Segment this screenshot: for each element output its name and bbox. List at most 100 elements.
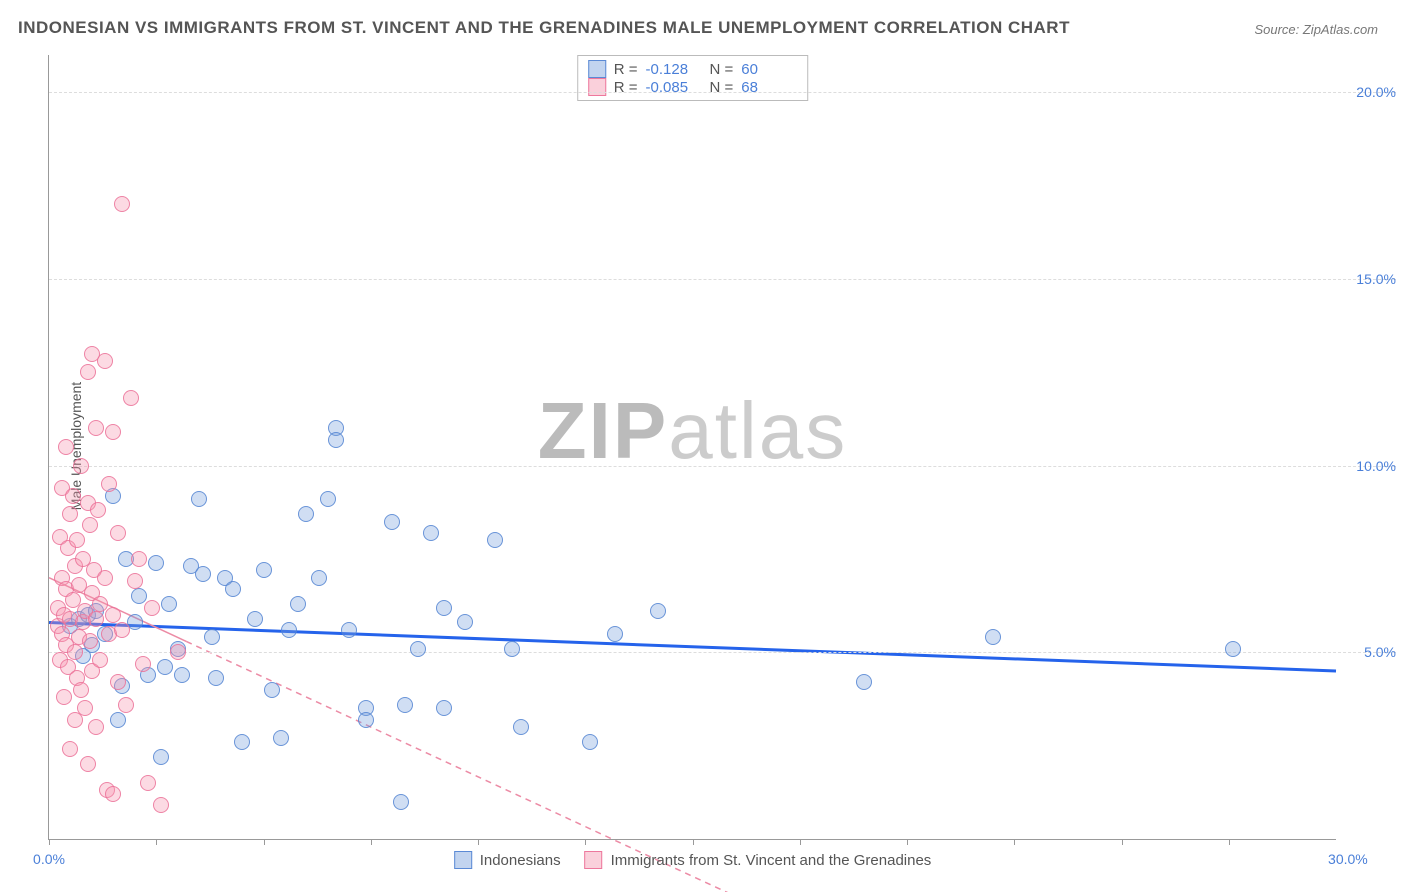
chart-title: INDONESIAN VS IMMIGRANTS FROM ST. VINCEN… (18, 18, 1070, 38)
watermark: ZIPatlas (538, 385, 847, 477)
gridline (49, 92, 1396, 93)
data-point (110, 674, 126, 690)
data-point (328, 432, 344, 448)
data-point (73, 458, 89, 474)
data-point (191, 491, 207, 507)
data-point (341, 622, 357, 638)
x-tick (585, 839, 586, 845)
legend-label: Immigrants from St. Vincent and the Gren… (611, 852, 932, 869)
legend-swatch (588, 60, 606, 78)
x-tick (478, 839, 479, 845)
correlation-legend: R =-0.128N =60R =-0.085N =68 (577, 55, 809, 101)
data-point (208, 670, 224, 686)
data-point (174, 667, 190, 683)
data-point (311, 570, 327, 586)
data-point (410, 641, 426, 657)
data-point (1225, 641, 1241, 657)
data-point (97, 570, 113, 586)
data-point (88, 719, 104, 735)
correlation-row: R = -0.128 N = 60 (588, 60, 798, 78)
data-point (62, 741, 78, 757)
data-point (105, 786, 121, 802)
x-tick (264, 839, 265, 845)
data-point (56, 689, 72, 705)
source-attribution: Source: ZipAtlas.com (1254, 22, 1378, 37)
watermark-bold: ZIP (538, 386, 668, 475)
chart-plot-area: ZIPatlas R =-0.128N =60R =-0.085N =68 In… (48, 55, 1336, 840)
data-point (88, 420, 104, 436)
data-point (247, 611, 263, 627)
r-value: -0.128 (646, 61, 702, 78)
data-point (436, 700, 452, 716)
x-tick-label: 30.0% (1328, 851, 1368, 867)
data-point (161, 596, 177, 612)
series-legend: Indonesians Immigrants from St. Vincent a… (454, 851, 932, 869)
data-point (487, 532, 503, 548)
x-tick (49, 839, 50, 845)
data-point (82, 517, 98, 533)
data-point (582, 734, 598, 750)
data-point (290, 596, 306, 612)
data-point (153, 797, 169, 813)
data-point (256, 562, 272, 578)
data-point (90, 502, 106, 518)
x-tick (1229, 839, 1230, 845)
data-point (77, 700, 93, 716)
data-point (607, 626, 623, 642)
data-point (384, 514, 400, 530)
data-point (118, 697, 134, 713)
data-point (264, 682, 280, 698)
x-tick (1014, 839, 1015, 845)
data-point (204, 629, 220, 645)
data-point (105, 424, 121, 440)
x-tick (156, 839, 157, 845)
gridline (49, 279, 1396, 280)
r-label: R = (614, 61, 638, 78)
data-point (127, 573, 143, 589)
data-point (97, 353, 113, 369)
y-tick-label: 20.0% (1356, 84, 1396, 100)
data-point (234, 734, 250, 750)
data-point (397, 697, 413, 713)
data-point (114, 196, 130, 212)
data-point (273, 730, 289, 746)
data-point (436, 600, 452, 616)
data-point (157, 659, 173, 675)
data-point (281, 622, 297, 638)
y-tick-label: 5.0% (1364, 644, 1396, 660)
data-point (985, 629, 1001, 645)
x-tick (693, 839, 694, 845)
data-point (225, 581, 241, 597)
data-point (110, 525, 126, 541)
y-tick-label: 10.0% (1356, 458, 1396, 474)
x-tick (907, 839, 908, 845)
data-point (144, 600, 160, 616)
data-point (298, 506, 314, 522)
data-point (123, 390, 139, 406)
data-point (69, 532, 85, 548)
x-tick (371, 839, 372, 845)
trend-lines (49, 55, 1336, 839)
data-point (856, 674, 872, 690)
gridline (49, 652, 1396, 653)
legend-label: Indonesians (480, 852, 561, 869)
data-point (423, 525, 439, 541)
x-tick (800, 839, 801, 845)
watermark-light: atlas (668, 386, 847, 475)
gridline (49, 466, 1396, 467)
data-point (80, 364, 96, 380)
data-point (153, 749, 169, 765)
data-point (650, 603, 666, 619)
x-tick (1122, 839, 1123, 845)
data-point (88, 611, 104, 627)
data-point (92, 652, 108, 668)
legend-item: Indonesians (454, 851, 561, 869)
n-value: 60 (741, 61, 797, 78)
x-tick-label: 0.0% (33, 851, 65, 867)
data-point (73, 682, 89, 698)
data-point (195, 566, 211, 582)
data-point (320, 491, 336, 507)
data-point (58, 439, 74, 455)
n-label: N = (710, 61, 734, 78)
data-point (393, 794, 409, 810)
